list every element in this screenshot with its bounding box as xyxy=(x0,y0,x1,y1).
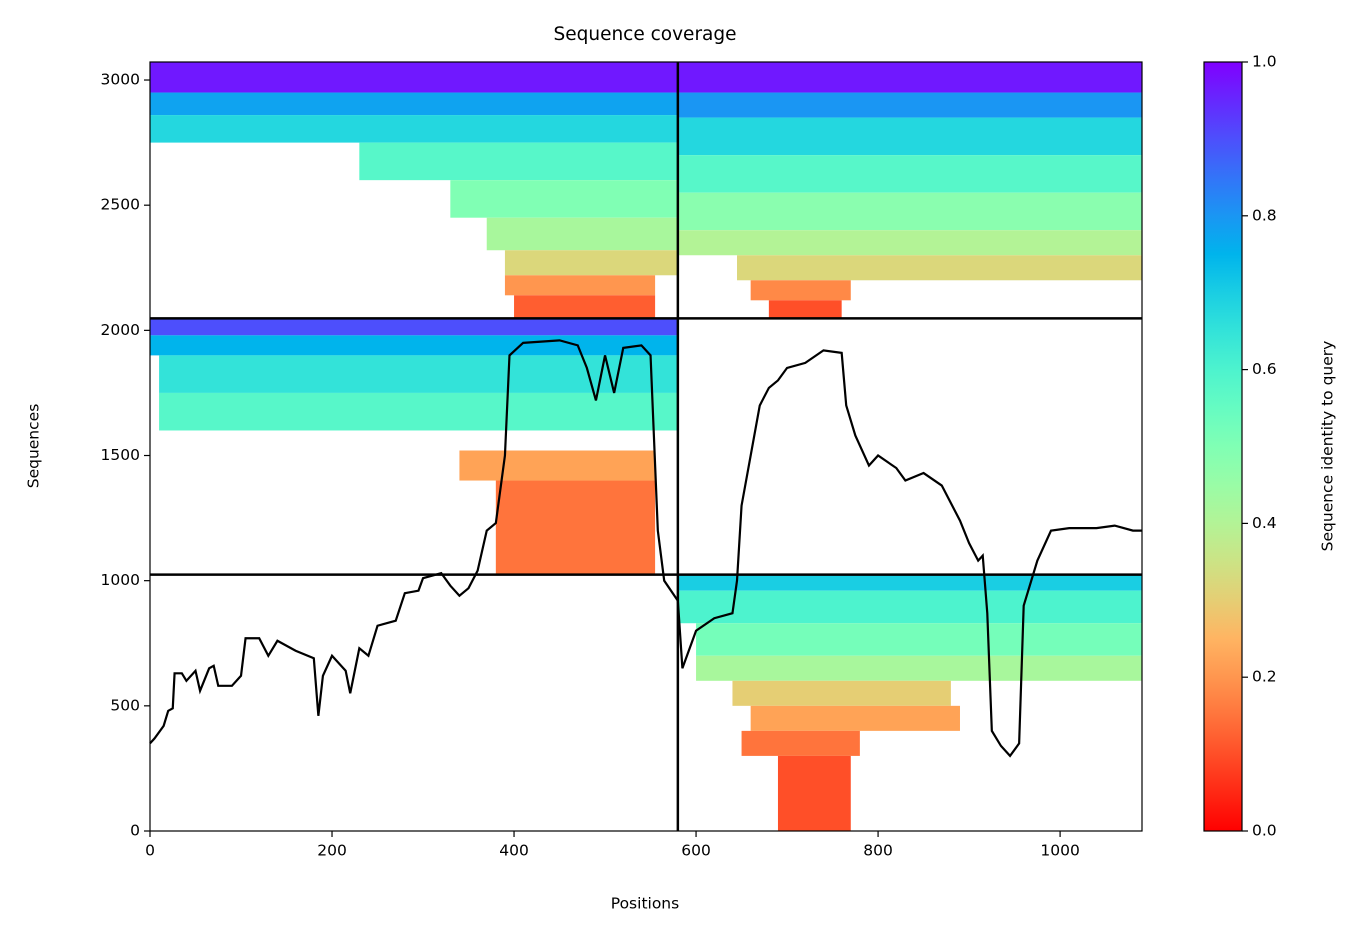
colorbar-tick-label: 0.6 xyxy=(1252,360,1277,378)
x-tick-label: 400 xyxy=(499,842,529,860)
heatmap-cell xyxy=(677,192,1142,231)
heatmap-cell xyxy=(150,115,678,143)
heatmap-cell xyxy=(486,217,678,251)
x-tick-label: 600 xyxy=(681,842,711,860)
heatmap-cell xyxy=(677,155,1142,193)
heatmap-cell xyxy=(359,142,678,181)
chart-title: Sequence coverage xyxy=(553,24,736,45)
y-tick-label: 3000 xyxy=(101,71,140,89)
heatmap-cell xyxy=(732,680,951,706)
y-tick-label: 0 xyxy=(130,822,140,840)
heatmap-cell xyxy=(495,480,656,575)
heatmap-cell xyxy=(459,450,656,481)
heatmap-cell xyxy=(677,590,1142,624)
heatmap-cell xyxy=(150,62,678,93)
y-axis-label: Sequences xyxy=(25,404,43,489)
heatmap-cell xyxy=(750,280,851,301)
heatmap-cell xyxy=(159,355,678,393)
colorbar xyxy=(1203,61,1243,832)
heatmap-cell xyxy=(504,250,678,276)
heatmap-cell xyxy=(504,275,656,296)
heatmap-cell xyxy=(696,655,1142,681)
heatmap-cell xyxy=(737,255,1142,281)
heatmap-cell xyxy=(514,295,656,319)
y-tick-label: 500 xyxy=(110,696,140,714)
heatmap-cell xyxy=(677,117,1142,156)
heatmap-cell xyxy=(677,574,1142,591)
x-tick-label: 800 xyxy=(863,842,893,860)
heatmap-cell xyxy=(696,623,1142,656)
heatmap-cell xyxy=(150,318,678,336)
colorbar-tick-label: 0.2 xyxy=(1252,668,1277,686)
heatmap-cell xyxy=(777,755,851,831)
heatmap-cell xyxy=(677,230,1142,256)
y-tick-label: 1000 xyxy=(101,571,140,589)
heatmap-cell xyxy=(450,180,678,218)
heatmap-cell xyxy=(150,335,678,356)
y-tick-label: 1500 xyxy=(101,446,140,464)
coverage-line xyxy=(149,339,1142,758)
heatmap-cell xyxy=(677,62,1142,93)
y-tick-label: 2500 xyxy=(101,196,140,214)
heatmap-cell xyxy=(677,92,1142,118)
y-tick-label: 2000 xyxy=(101,321,140,339)
colorbar-tick-label: 0.0 xyxy=(1252,822,1277,840)
colorbar-tick-label: 0.4 xyxy=(1252,514,1277,532)
heatmap-cell xyxy=(750,705,960,731)
heatmap-cell xyxy=(768,300,842,319)
x-tick-label: 0 xyxy=(145,842,155,860)
x-tick-label: 1000 xyxy=(1040,842,1079,860)
heatmap-cell xyxy=(150,92,678,116)
x-tick-label: 200 xyxy=(317,842,347,860)
colorbar-tick-label: 1.0 xyxy=(1252,53,1277,71)
colorbar-tick-label: 0.8 xyxy=(1252,206,1277,224)
heatmap-cell xyxy=(159,392,678,431)
plot-frame xyxy=(149,61,1143,832)
heatmap-cell xyxy=(741,730,860,756)
x-axis-label: Positions xyxy=(611,895,679,913)
colorbar-label: Sequence identity to query xyxy=(1319,341,1337,552)
